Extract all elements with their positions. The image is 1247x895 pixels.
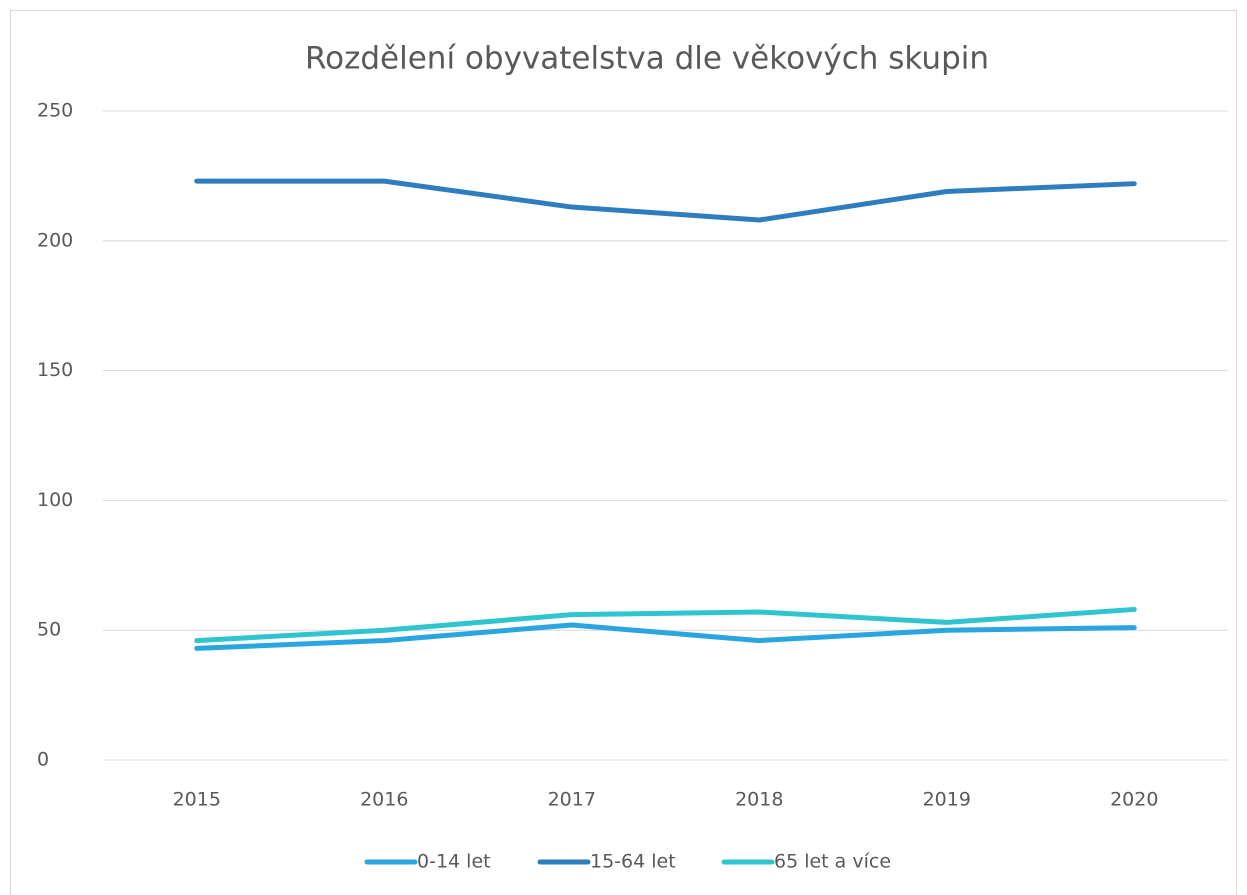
- y-tick-label: 250: [37, 100, 73, 122]
- x-tick-label: 2016: [360, 789, 408, 811]
- legend-label: 65 let a více: [774, 851, 891, 873]
- chart-title: Rozdělení obyvatelstva dle věkových skup…: [305, 41, 989, 77]
- legend-label: 15-64 let: [590, 851, 676, 873]
- x-tick-label: 2017: [548, 789, 596, 811]
- chart-border: [10, 10, 1237, 895]
- x-tick-label: 2015: [173, 789, 221, 811]
- y-tick-label: 100: [37, 489, 73, 511]
- series-line: [194, 622, 1137, 651]
- legend-label: 0-14 let: [417, 851, 491, 873]
- y-tick-label: 50: [37, 619, 61, 641]
- series-line: [194, 606, 1137, 644]
- y-tick-label: 0: [37, 749, 49, 771]
- x-tick-label: 2019: [923, 789, 971, 811]
- y-tick-label: 150: [37, 359, 73, 381]
- y-tick-label: 200: [37, 229, 73, 251]
- x-tick-label: 2018: [735, 789, 783, 811]
- series-line: [194, 178, 1137, 223]
- x-tick-label: 2020: [1110, 789, 1158, 811]
